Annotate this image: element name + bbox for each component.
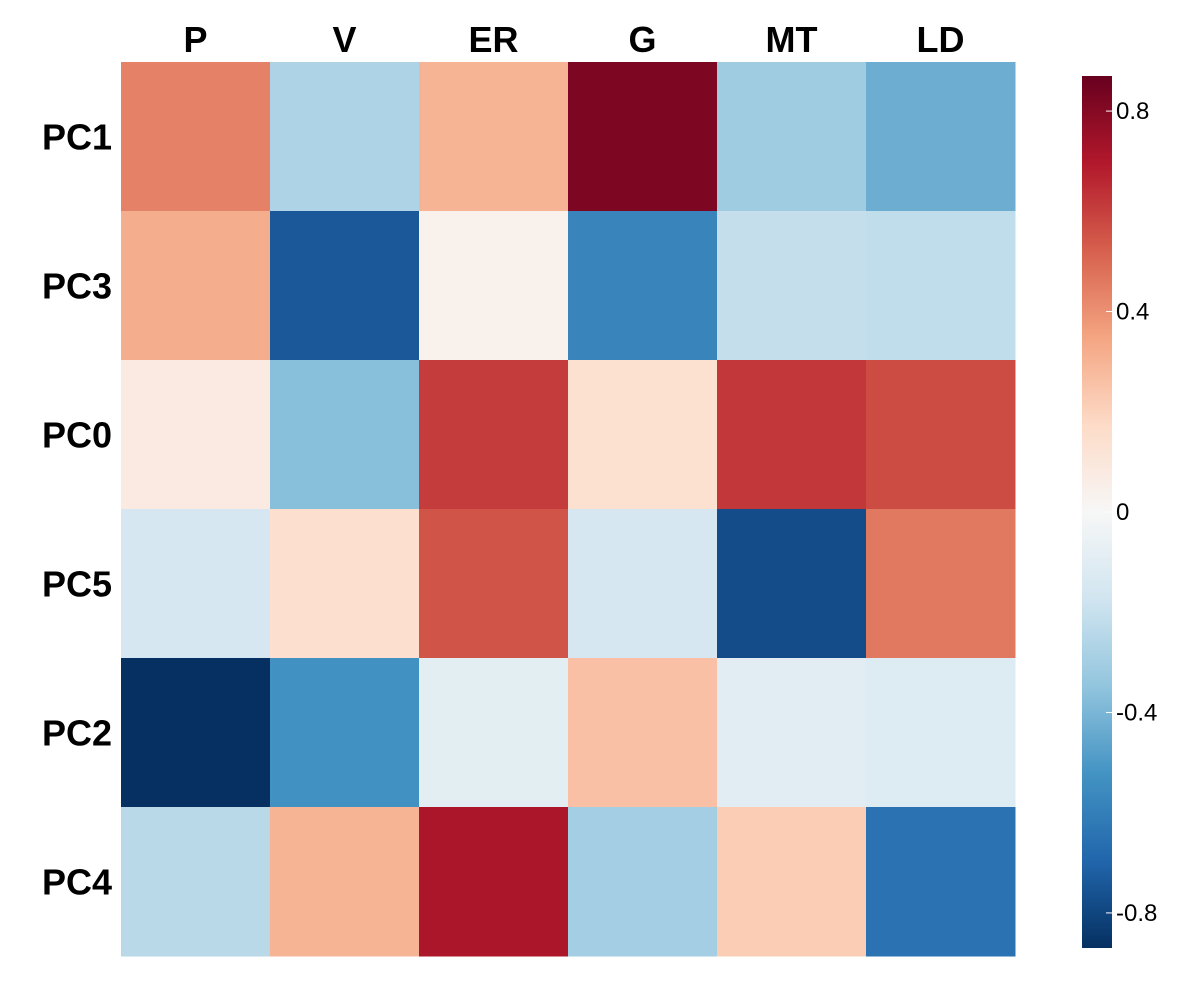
heatmap-cell-pc1-ld	[866, 62, 1016, 212]
row-labels: PC1 PC3 PC0 PC5 PC2 PC4	[42, 117, 112, 903]
heatmap-cell-pc1-er	[419, 62, 569, 212]
colorbar-tick-label: -0.4	[1116, 699, 1157, 726]
row-label-pc2: PC2	[42, 713, 112, 754]
column-label-p: P	[183, 19, 207, 60]
heatmap-cell-pc3-g	[568, 211, 718, 361]
heatmap-cell-pc5-p	[121, 509, 271, 659]
row-label-pc0: PC0	[42, 415, 112, 456]
column-label-er: ER	[468, 19, 518, 60]
colorbar-ticks: 0.8 0.4 0 -0.4 -0.8	[1106, 98, 1157, 927]
column-label-v: V	[332, 19, 356, 60]
heatmap-cell-pc4-v	[270, 807, 420, 957]
heatmap-cell-pc0-ld	[866, 360, 1016, 510]
heatmap-cell-pc0-mt	[717, 360, 867, 510]
heatmap-cell-pc1-v	[270, 62, 420, 212]
heatmap-cell-pc5-g	[568, 509, 718, 659]
heatmap-cells	[121, 62, 1016, 957]
heatmap-cell-pc0-g	[568, 360, 718, 510]
column-labels: P V ER G MT LD	[183, 19, 964, 60]
heatmap-cell-pc5-mt	[717, 509, 867, 659]
heatmap-cell-pc1-mt	[717, 62, 867, 212]
heatmap-cell-pc3-v	[270, 211, 420, 361]
heatmap-cell-pc2-v	[270, 658, 420, 808]
colorbar-tick-label: 0.8	[1116, 98, 1149, 125]
column-label-mt: MT	[766, 19, 818, 60]
colorbar-tick-label: -0.8	[1116, 900, 1157, 927]
heatmap-cell-pc2-g	[568, 658, 718, 808]
heatmap-cell-pc3-p	[121, 211, 271, 361]
colorbar: 0.8 0.4 0 -0.4 -0.8	[1082, 76, 1157, 948]
column-label-ld: LD	[917, 19, 965, 60]
heatmap-cell-pc5-er	[419, 509, 569, 659]
row-label-pc1: PC1	[42, 117, 112, 158]
heatmap-cell-pc2-ld	[866, 658, 1016, 808]
column-label-g: G	[628, 19, 656, 60]
heatmap-cell-pc4-mt	[717, 807, 867, 957]
row-label-pc5: PC5	[42, 564, 112, 605]
heatmap-cell-pc1-p	[121, 62, 271, 212]
heatmap-cell-pc4-ld	[866, 807, 1016, 957]
colorbar-tick-label: 0.4	[1116, 299, 1149, 326]
row-label-pc3: PC3	[42, 266, 112, 307]
heatmap-cell-pc3-ld	[866, 211, 1016, 361]
heatmap-cell-pc2-er	[419, 658, 569, 808]
heatmap-cell-pc0-p	[121, 360, 271, 510]
heatmap-cell-pc4-g	[568, 807, 718, 957]
heatmap-cell-pc2-p	[121, 658, 271, 808]
colorbar-tick-label: 0	[1116, 499, 1129, 526]
heatmap-cell-pc0-v	[270, 360, 420, 510]
heatmap-cell-pc3-mt	[717, 211, 867, 361]
heatmap-cell-pc0-er	[419, 360, 569, 510]
row-label-pc4: PC4	[42, 862, 112, 903]
heatmap-cell-pc5-v	[270, 509, 420, 659]
heatmap-cell-pc3-er	[419, 211, 569, 361]
heatmap-cell-pc1-g	[568, 62, 718, 212]
heatmap-cell-pc4-er	[419, 807, 569, 957]
heatmap-cell-pc4-p	[121, 807, 271, 957]
heatmap-cell-pc2-mt	[717, 658, 867, 808]
heatmap-cell-pc5-ld	[866, 509, 1016, 659]
